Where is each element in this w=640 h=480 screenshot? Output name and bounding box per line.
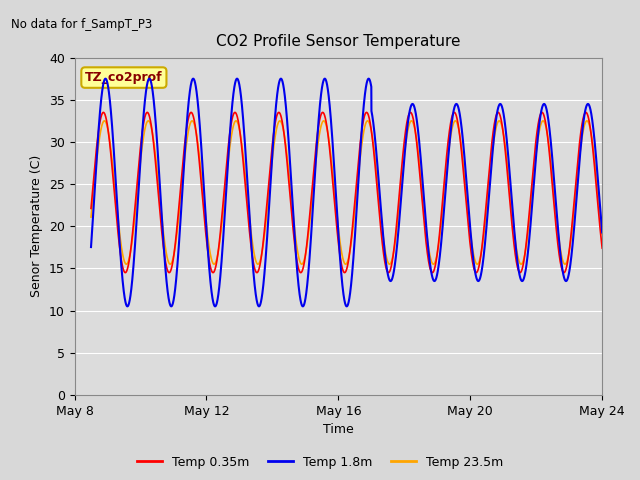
Title: CO2 Profile Sensor Temperature: CO2 Profile Sensor Temperature: [216, 35, 461, 49]
X-axis label: Time: Time: [323, 423, 354, 436]
Text: No data for f_SampT_P3: No data for f_SampT_P3: [11, 18, 152, 31]
Legend: Temp 0.35m, Temp 1.8m, Temp 23.5m: Temp 0.35m, Temp 1.8m, Temp 23.5m: [132, 451, 508, 474]
Y-axis label: Senor Temperature (C): Senor Temperature (C): [30, 155, 44, 298]
Text: TZ_co2prof: TZ_co2prof: [85, 71, 163, 84]
